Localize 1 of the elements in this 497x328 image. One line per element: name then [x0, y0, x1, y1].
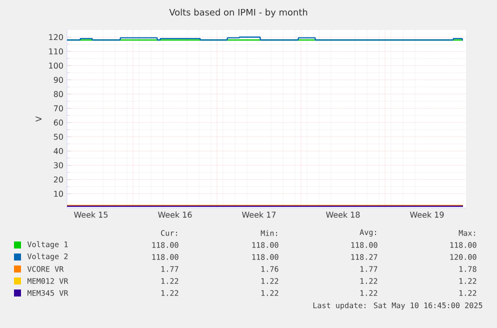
chart-title: Volts based on IPMI - by month	[169, 8, 308, 18]
